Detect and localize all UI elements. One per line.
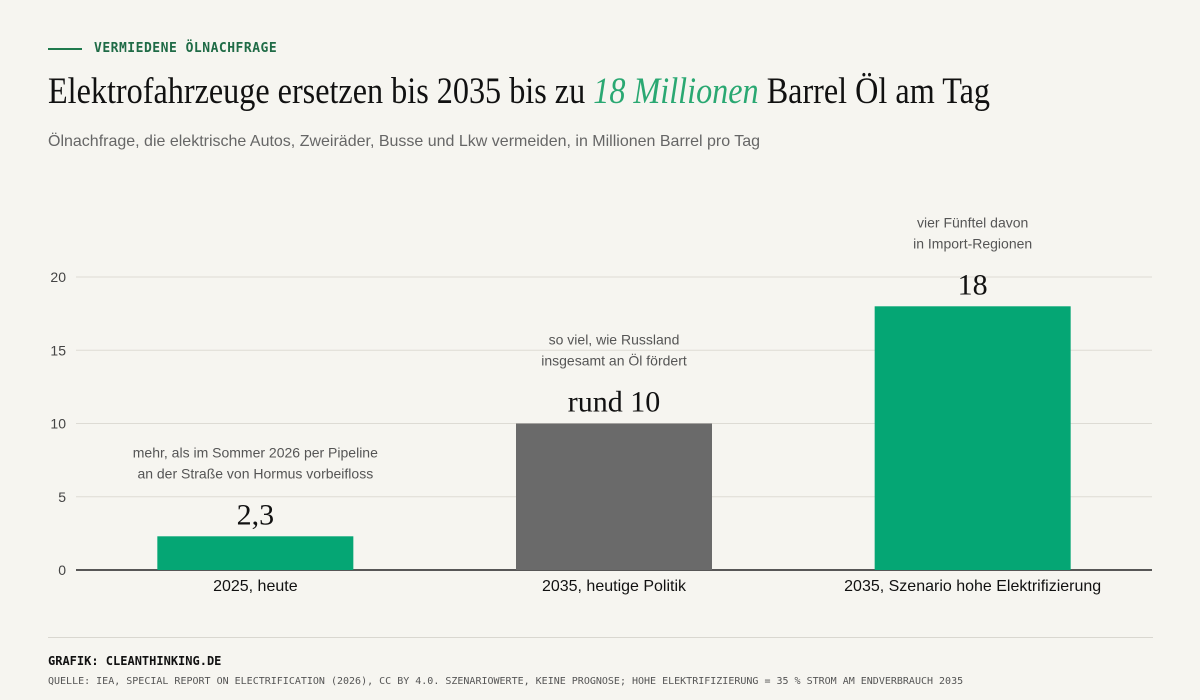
y-tick-label: 15 [50,342,66,358]
title-part-after: Barrel Öl am Tag [758,71,991,112]
y-tick-label: 10 [50,416,66,432]
annotation-line: mehr, als im Sommer 2026 per Pipeline [133,444,378,460]
category-label: 2025, heute [213,578,298,595]
value-label: rund 10 [568,386,661,419]
annotation-line: in Import-Regionen [913,235,1032,251]
category-label: 2035, Szenario hohe Elektrifizierung [844,578,1101,595]
kicker-rule [48,47,82,50]
y-tick-label: 5 [58,489,66,505]
annotation-line: so viel, wie Russland [549,332,680,348]
chart-title: Elektrofahrzeuge ersetzen bis 2035 bis z… [48,70,990,113]
bar [516,423,712,570]
value-label: 2,3 [237,498,275,531]
y-tick-label: 0 [58,562,66,578]
y-tick-label: 20 [50,269,66,285]
annotation-line: vier Fünftel davon [917,214,1028,230]
kicker-text: VERMIEDENE ÖLNACHFRAGE [94,41,278,56]
chart-subtitle: Ölnachfrage, die elektrische Autos, Zwei… [48,133,761,150]
footer-source: QUELLE: IEA, SPECIAL REPORT ON ELECTRIFI… [48,676,964,687]
title-highlight: 18 Millionen [593,71,759,112]
title-part-before: Elektrofahrzeuge ersetzen bis 2035 bis z… [48,71,594,112]
footer-credit: GRAFIK: CLEANTHINKING.DE [48,654,222,668]
annotation-line: an der Straße von Hormus vorbeifloss [137,465,373,481]
annotation-line: insgesamt an Öl fördert [541,352,687,369]
value-label: 18 [958,268,988,301]
bar [874,306,1071,570]
footer-divider [48,637,1153,638]
kicker: VERMIEDENE ÖLNACHFRAGE [48,41,277,56]
category-label: 2035, heutige Politik [542,578,687,595]
bar [157,536,354,570]
